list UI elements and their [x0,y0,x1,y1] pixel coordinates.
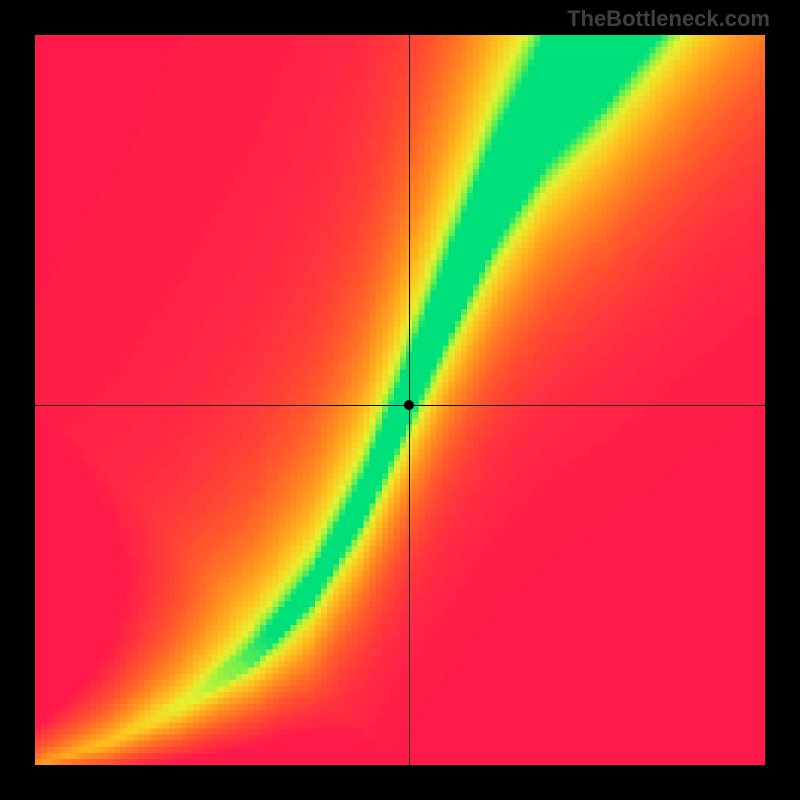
watermark-text: TheBottleneck.com [567,6,770,32]
chart-container: { "watermark": { "text": "TheBottleneck.… [0,0,800,800]
crosshair-horizontal [35,405,765,406]
bottleneck-heatmap [35,35,765,765]
crosshair-marker [404,400,414,410]
